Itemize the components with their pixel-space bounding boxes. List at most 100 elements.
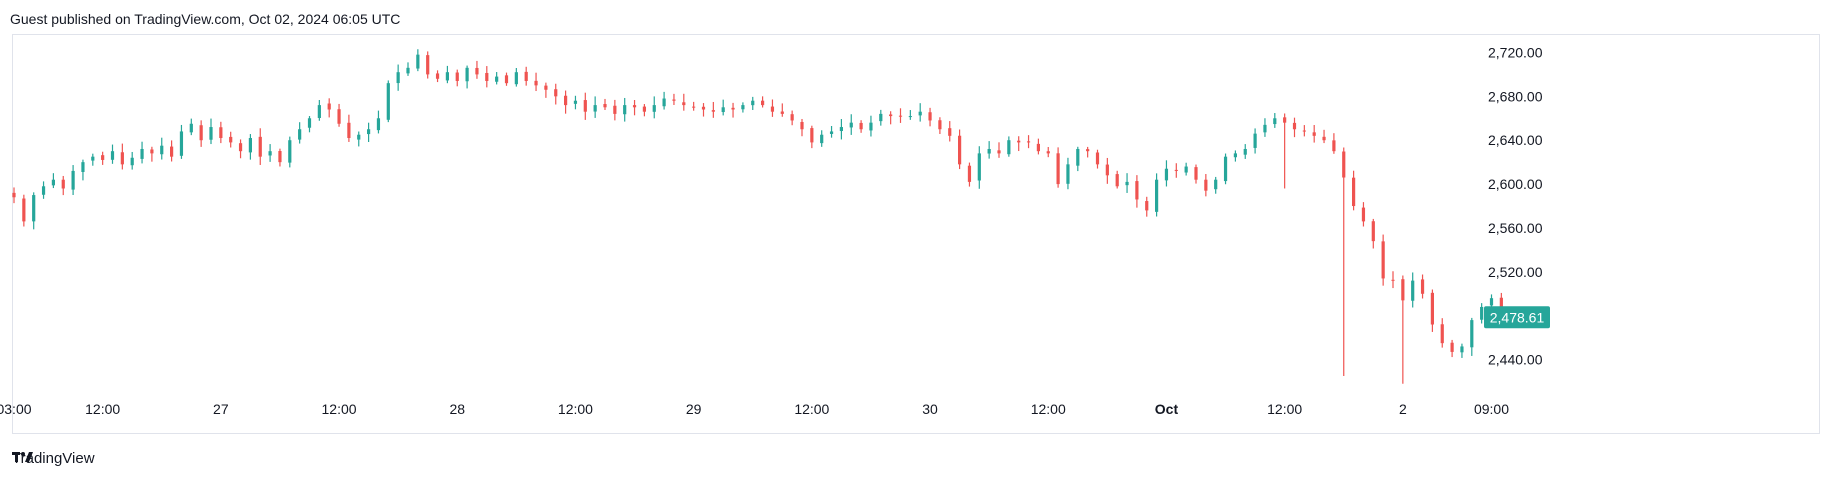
candle [209,118,213,145]
candle-body [593,105,597,112]
brand-footer[interactable]: TradingView [12,450,95,467]
candle [1076,146,1080,172]
candle-body [1283,117,1287,123]
candle-body [1026,141,1031,143]
candle [1125,173,1129,193]
candle-body [1420,279,1425,294]
candle-body [485,72,489,81]
chart-pane[interactable] [12,34,1820,434]
brand-name: TradingView [12,450,95,467]
candle-body [1440,324,1444,344]
candle [1066,157,1070,190]
candle-body [1332,140,1336,152]
candle-body [800,122,804,130]
candle-body [32,195,36,222]
candle-body [623,105,627,115]
candle-body [357,134,361,140]
candle-body [238,143,243,152]
candle-body [928,112,932,121]
candle [445,65,449,84]
candle [238,139,243,159]
candle [1007,136,1011,157]
time-tick-label: 12:00 [1267,401,1302,417]
candle [1430,289,1434,332]
candle [1470,317,1474,356]
candle [337,103,341,127]
price-tick-label: 2,720.00 [1488,44,1543,60]
candle [120,143,124,170]
candle-body [406,67,410,74]
candle-body [1371,221,1375,242]
candle [61,175,65,196]
candle [1371,218,1375,249]
candle-body [573,100,578,104]
candle-body [1460,346,1464,353]
candle [849,114,853,135]
candle [1361,202,1366,227]
candle-body [1223,156,1228,182]
candle [682,93,686,111]
candle-body [820,134,824,144]
candle [632,99,637,116]
candle-body [977,153,981,181]
candle [268,144,272,162]
candle-body [337,109,341,124]
candle-body [1095,152,1100,165]
candle [741,102,745,113]
candle [455,69,459,87]
candle [1105,157,1109,184]
time-tick-label: 12:00 [558,401,593,417]
candle-body [1204,179,1208,191]
candle-body [199,125,203,141]
candle-body [1066,164,1070,184]
candle-body [1401,279,1405,301]
candle-body [278,151,282,163]
candle [32,192,36,230]
candle [554,83,558,105]
candle-body [22,198,26,222]
candle [1056,147,1060,188]
candle-body [1145,201,1149,211]
candle-body [1115,174,1119,187]
candle-body [455,72,459,81]
candle [1164,160,1169,187]
candle [317,100,321,121]
candle [170,140,174,162]
candle [81,159,85,181]
price-tick-label: 2,640.00 [1488,132,1543,148]
candle-body [1125,181,1129,186]
candle [623,97,627,122]
last-price-group: 2,478.61 [1484,306,1550,329]
candle-body [416,54,420,69]
candle-body [1007,140,1011,155]
candle [307,116,312,133]
candle [1332,133,1336,154]
candle [1322,129,1326,144]
candle-body [1164,168,1169,181]
candle-body [120,152,124,165]
candle [101,151,105,165]
candle [1223,153,1228,185]
candle [958,129,962,170]
candle [987,141,991,159]
candle [672,93,676,105]
last-price-badge [1484,306,1550,329]
candle-body [603,104,607,108]
time-tick-label: 12:00 [794,401,829,417]
candle [524,66,528,86]
time-tick-label: 29 [686,401,702,417]
candle-body [504,75,509,84]
candle-body [829,131,834,134]
candle-body [41,186,46,195]
candle-body [524,71,528,81]
candle-body [150,149,154,154]
candle [692,101,696,111]
candle-body [869,122,873,131]
candle [1253,128,1257,154]
candle-body [1480,306,1484,320]
candle [1184,162,1188,176]
candle-body [298,129,302,140]
candle [1283,113,1287,189]
candle-body [564,95,568,106]
